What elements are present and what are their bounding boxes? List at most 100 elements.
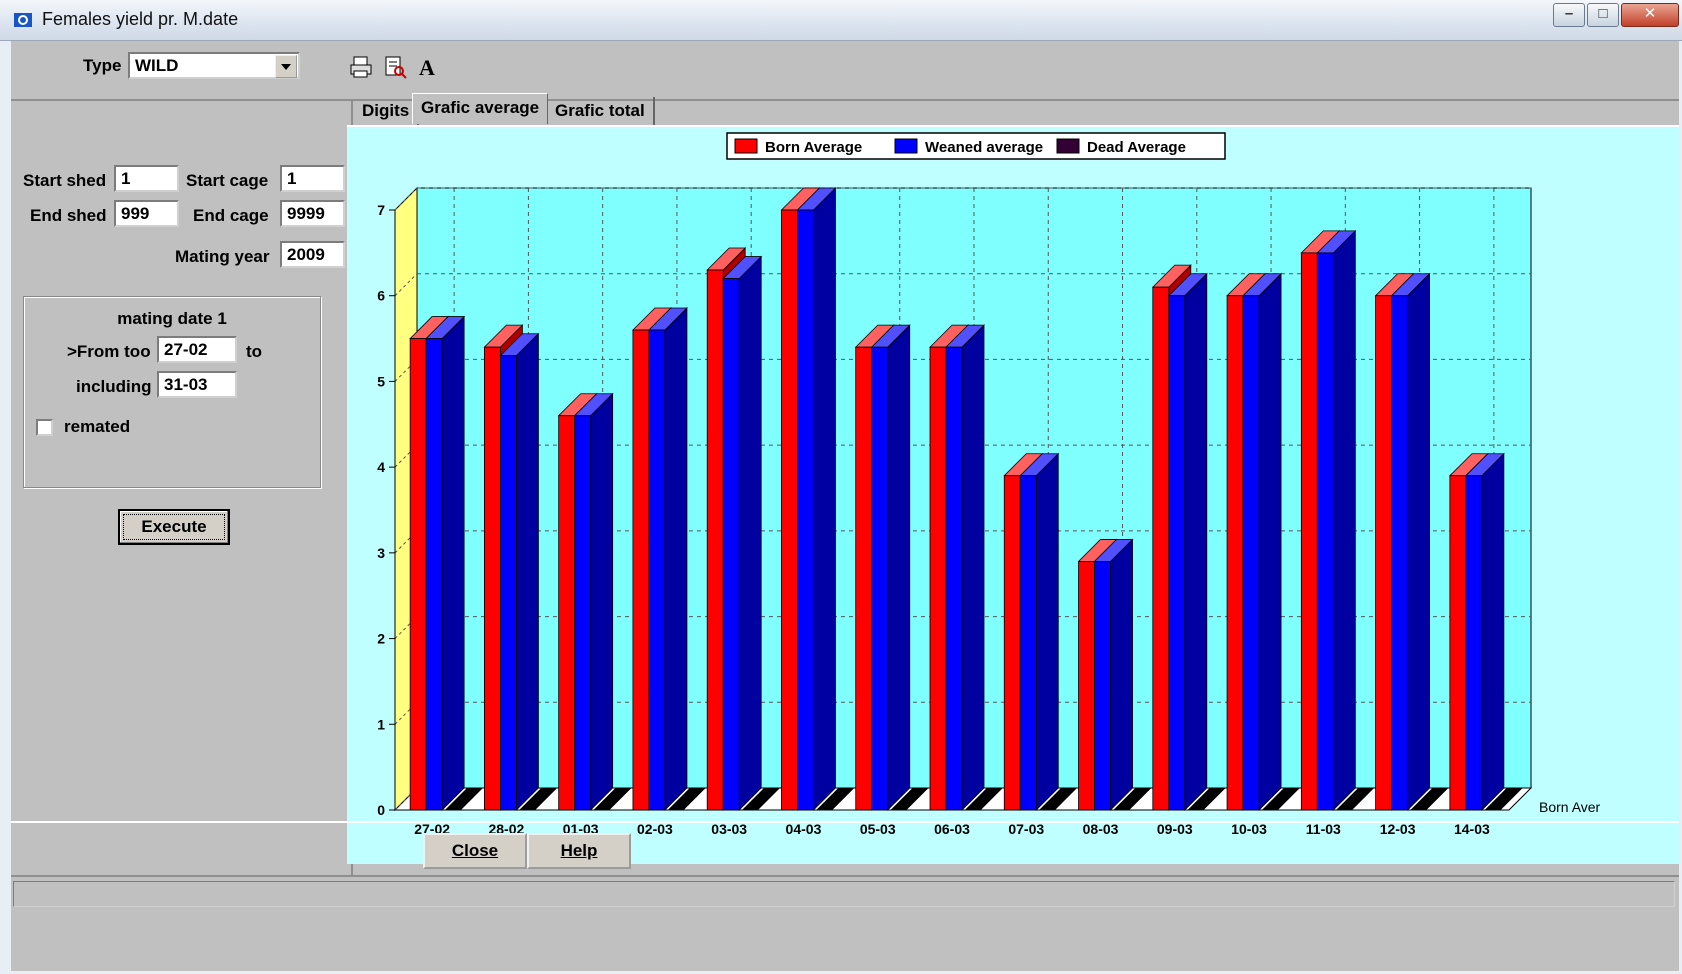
dead-bar (1336, 788, 1375, 810)
born-bar (781, 209, 798, 811)
mating-year-label: Mating year (175, 247, 270, 266)
start-cage-input[interactable]: 1 (280, 165, 345, 192)
chart-legend (726, 132, 1226, 160)
weaned-bar-side (961, 324, 985, 811)
born-bar (1375, 295, 1392, 811)
y-gridline-side (394, 187, 418, 211)
font-icon[interactable]: A (415, 54, 441, 80)
x-tick-label: 10-03 (1231, 821, 1267, 837)
weaned-bar-side (664, 307, 688, 811)
app-icon (14, 13, 32, 27)
execute-button[interactable]: Execute (118, 509, 230, 545)
weaned-bar (1242, 295, 1260, 811)
x-tick-label: 14-03 (1454, 821, 1490, 837)
weaned-bar-side (1184, 272, 1208, 811)
legend-swatch (894, 138, 918, 154)
born-bar (1152, 286, 1170, 811)
y-tick-label: 4 (377, 459, 385, 475)
born-bar (558, 415, 576, 811)
born-bar (483, 346, 501, 811)
minimize-icon: – (1564, 5, 1574, 22)
depth-axis-label: Born Aver (1539, 799, 1601, 815)
weaned-bar-side (1110, 538, 1133, 811)
weaned-bar (1465, 475, 1483, 811)
toolbar: Type WILD A (11, 41, 1679, 101)
y-tick-label: 7 (377, 202, 385, 218)
title-bar: Females yield pr. M.date – □ ✕ (0, 0, 1682, 41)
born-bar (1449, 475, 1467, 811)
y-tick-label: 3 (377, 545, 385, 561)
help-button[interactable]: Help (527, 833, 631, 869)
legend-label: Dead Average (1087, 139, 1186, 156)
weaned-bar-side (590, 392, 614, 811)
y-tick-label: 6 (377, 288, 385, 304)
x-tick-label: 11-03 (1306, 821, 1341, 837)
svg-text:A: A (419, 55, 435, 80)
x-tick-label: 12-03 (1380, 821, 1416, 837)
x-tick-label: 08-03 (1083, 821, 1119, 837)
start-shed-label: Start shed (23, 171, 107, 190)
y-tick-label: 5 (377, 373, 385, 389)
minimize-button[interactable]: – (1553, 3, 1585, 27)
print-preview-icon[interactable] (382, 54, 408, 80)
weaned-bar-side (1332, 229, 1356, 811)
weaned-bar (722, 278, 740, 811)
born-bar (409, 338, 427, 811)
type-select[interactable]: WILD (128, 52, 300, 79)
weaned-bar (574, 415, 592, 811)
legend-label: Weaned average (925, 139, 1043, 156)
dead-bar (1410, 788, 1449, 810)
legend-swatch (734, 138, 758, 154)
maximize-icon: □ (1598, 5, 1608, 22)
including-date-input[interactable]: 31-03 (157, 371, 237, 398)
tab-grafic-total[interactable]: Grafic total (547, 97, 655, 127)
born-bar (1078, 561, 1095, 811)
dead-bar (1039, 788, 1078, 810)
help-button-label: Help (560, 841, 598, 860)
status-bar (11, 875, 1679, 907)
born-bar (1226, 295, 1244, 811)
from-date-input[interactable]: 27-02 (157, 336, 237, 363)
born-bar (632, 329, 650, 811)
end-shed-input[interactable]: 999 (114, 200, 179, 227)
dead-bar (1187, 788, 1226, 810)
dead-bar (816, 788, 855, 810)
mating-date-group: mating date 1 >From too 27-02 to includi… (23, 296, 321, 488)
y-tick-label: 0 (377, 802, 385, 818)
x-tick-label: 02-03 (637, 821, 673, 837)
x-tick-label: 07-03 (1008, 821, 1044, 837)
start-shed-input[interactable]: 1 (114, 165, 179, 192)
end-shed-label: End shed (30, 206, 107, 225)
tab-grafic-average[interactable]: Grafic average (412, 93, 549, 124)
tab-digits[interactable]: Digits (354, 97, 420, 127)
weaned-bar-side (738, 255, 762, 811)
close-window-button[interactable]: ✕ (1621, 3, 1679, 27)
remated-checkbox[interactable] (36, 419, 53, 436)
weaned-bar-side (887, 324, 911, 811)
dead-bar (1113, 788, 1152, 810)
maximize-button[interactable]: □ (1587, 3, 1619, 27)
dead-bar (964, 788, 1003, 810)
group-title: mating date 1 (117, 309, 227, 328)
legend-label: Born Average (765, 139, 862, 156)
weaned-bar-side (515, 332, 539, 811)
from-label: >From too (67, 342, 151, 361)
weaned-bar (871, 346, 889, 811)
dead-bar (444, 788, 483, 810)
legend-swatch (1056, 138, 1080, 154)
weaned-bar-side (441, 315, 465, 811)
y-gridline-side (394, 273, 418, 297)
chevron-down-icon[interactable] (275, 55, 297, 78)
weaned-bar-side (1035, 452, 1059, 811)
mating-year-input[interactable]: 2009 (280, 241, 345, 268)
close-button[interactable]: Close (423, 833, 527, 869)
weaned-bar (425, 338, 443, 811)
window-title: Females yield pr. M.date (42, 9, 239, 29)
weaned-bar (1391, 295, 1408, 811)
print-icon[interactable] (348, 54, 374, 80)
dead-bar (519, 788, 558, 810)
end-cage-input[interactable]: 9999 (280, 200, 345, 227)
weaned-bar (1019, 475, 1037, 811)
close-icon: ✕ (1643, 5, 1657, 22)
